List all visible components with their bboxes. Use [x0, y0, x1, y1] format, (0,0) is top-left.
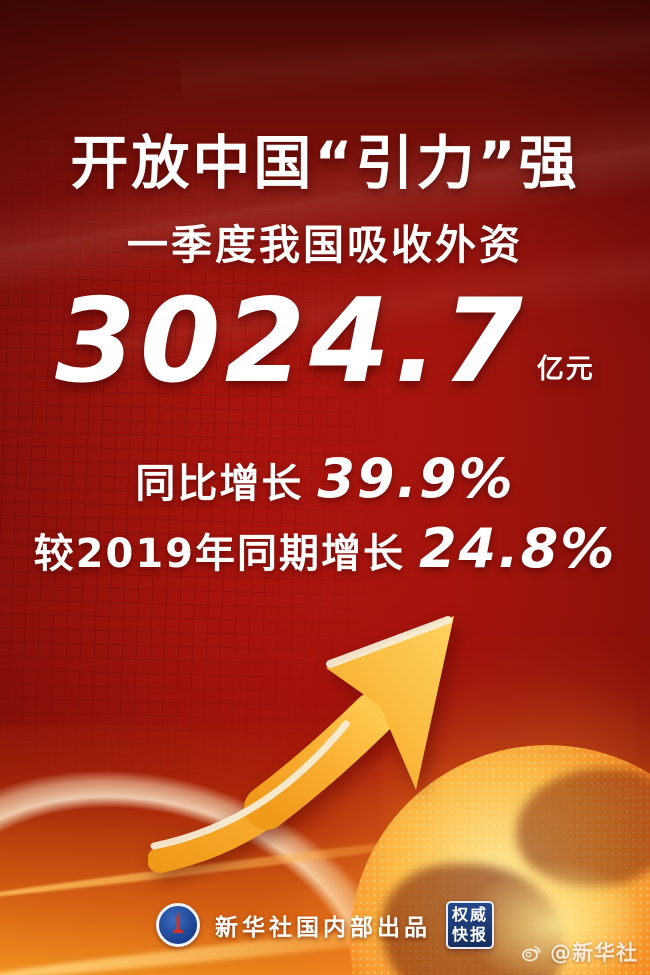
poster-title: 开放中国“引力”强: [70, 129, 580, 197]
stat-value: 24.8%: [418, 517, 617, 580]
headline-stat: 3024.7 亿元: [0, 284, 650, 400]
xinhua-emblem-icon: [156, 903, 200, 947]
stat-value: 39.9%: [317, 447, 515, 510]
producer-credit: 新华社国内部出品: [215, 915, 431, 941]
weibo-icon: [522, 946, 541, 962]
stamp-line-2: 快报: [451, 925, 488, 944]
authority-stamp-badge: 权威 快报: [446, 901, 494, 949]
stat-yoy-growth: 同比增长 39.9%: [0, 447, 650, 510]
stat-label: 同比增长: [135, 461, 304, 507]
watermark: @新华社: [520, 937, 638, 967]
stamp-line-1: 权威: [451, 905, 488, 924]
stat-vs-2019-growth: 较2019年同期增长 24.8%: [0, 517, 650, 580]
poster-subtitle: 一季度我国吸收外资: [127, 221, 523, 269]
watermark-text: @新华社: [550, 941, 638, 965]
headline-stat-value: 3024.7: [55, 274, 527, 409]
growth-arrow-icon: [147, 594, 483, 884]
stat-label: 较2019年同期增长: [33, 531, 405, 577]
headline-stat-unit: 亿元: [536, 354, 595, 385]
footer: 新华社国内部出品 权威 快报: [0, 901, 650, 949]
